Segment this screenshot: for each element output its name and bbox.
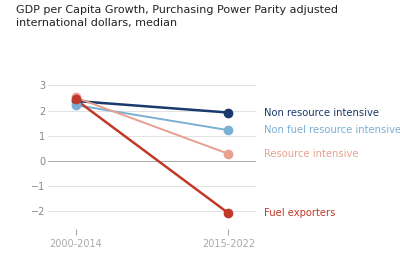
Text: Resource intensive: Resource intensive — [264, 149, 358, 159]
Point — [225, 128, 232, 132]
Point — [72, 95, 79, 100]
Point — [72, 98, 79, 102]
Text: Non resource intensive: Non resource intensive — [264, 108, 379, 118]
Text: GDP per Capita Growth, Purchasing Power Parity adjusted
international dollars, m: GDP per Capita Growth, Purchasing Power … — [16, 5, 338, 28]
Text: Non fuel resource intensive: Non fuel resource intensive — [264, 125, 400, 135]
Point — [225, 152, 232, 156]
Text: Fuel exporters: Fuel exporters — [264, 208, 335, 218]
Point — [72, 103, 79, 107]
Point — [225, 110, 232, 115]
Point — [72, 99, 79, 103]
Point — [225, 211, 232, 215]
